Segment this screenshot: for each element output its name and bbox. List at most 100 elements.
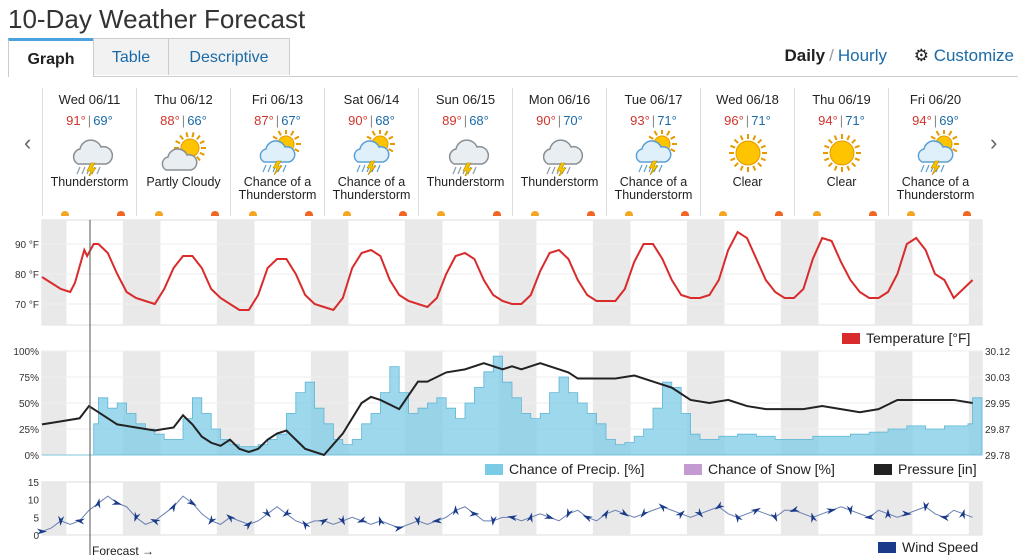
- precip-panel-night-band: [606, 351, 631, 455]
- temp-separator: |: [275, 113, 280, 128]
- temp-separator: |: [651, 113, 656, 128]
- temp-panel-night-band: [42, 220, 67, 325]
- temp-panel-night-band: [686, 220, 700, 325]
- wind-panel-night-band: [606, 482, 631, 535]
- temp-separator: |: [369, 113, 374, 128]
- sunset-icon: [399, 211, 407, 216]
- sunset-icon: [493, 211, 501, 216]
- legend-temperature-label: Temperature [°F]: [866, 330, 971, 346]
- temp-separator: |: [557, 113, 562, 128]
- wind-panel-night-band: [324, 482, 349, 535]
- chance-thunderstorm-icon: [889, 129, 982, 176]
- temp-panel-night-band: [498, 220, 512, 325]
- temp-panel-night-band: [700, 220, 725, 325]
- wind-line: [41, 495, 973, 532]
- day-card: Thu 06/12 88° | 66° Partly Cloudy: [136, 88, 230, 216]
- customize-label: Customize: [933, 46, 1014, 65]
- precip-panel-night-band: [324, 351, 349, 455]
- precip-tick-label: 50%: [19, 399, 39, 410]
- wind-panel-night-band: [592, 482, 606, 535]
- temp-tick-label: 70 °F: [15, 300, 39, 311]
- pressure-tick-label: 30.03: [985, 373, 1010, 384]
- partly-cloudy-icon: [137, 130, 230, 176]
- wind-arrow-icon: [826, 508, 837, 515]
- wind-arrow-icon: [789, 505, 800, 512]
- precip-panel-night-band: [136, 351, 161, 455]
- day-condition: Chance of a Thunderstorm: [614, 175, 693, 202]
- precip-panel-night-band: [794, 351, 819, 455]
- legend-wind-label: Wind Speed: [902, 539, 979, 555]
- wind-arrow-icon: [939, 515, 950, 522]
- wind-arrow-icon: [37, 528, 47, 535]
- wind-panel-night-band: [874, 482, 888, 535]
- sunset-icon: [211, 211, 219, 216]
- tab-descriptive[interactable]: Descriptive: [168, 38, 290, 75]
- wind-arrow-icon: [226, 514, 236, 523]
- sunset-icon: [869, 211, 877, 216]
- day-card: Wed 06/11 91° | 69° Thunderstorm: [42, 88, 136, 216]
- thunderstorm-icon: [43, 130, 136, 179]
- temp-panel-night-band: [794, 220, 819, 325]
- wind-arrow-icon: [507, 515, 518, 522]
- low-temp: 71°: [657, 113, 677, 128]
- temp-panel-night-band: [418, 220, 443, 325]
- hourly-link[interactable]: Hourly: [837, 46, 887, 65]
- day-card: Fri 06/13 87° | 67° Chance of a Thunderstorm: [230, 88, 324, 216]
- temp-panel-night-band: [230, 220, 255, 325]
- low-temp: 68°: [469, 113, 489, 128]
- pressure-tick-label: 29.87: [985, 425, 1010, 436]
- precip-panel-night-band: [498, 351, 512, 455]
- day-name: Fri 06/13: [251, 92, 304, 107]
- chance-thunderstorm-icon: [231, 129, 324, 176]
- wind-panel-night-band: [794, 482, 819, 535]
- wind-panel-night-band: [418, 482, 443, 535]
- legend-temperature: Temperature [°F]: [842, 330, 970, 346]
- wind-tick-label: 0: [33, 531, 39, 542]
- legend-precip: Chance of Precip. [%]: [485, 461, 644, 477]
- day-name: Fri 06/20: [909, 92, 962, 107]
- wind-arrow-icon: [770, 511, 778, 522]
- sunset-icon: [963, 211, 971, 216]
- day-name: Thu 06/19: [812, 92, 871, 107]
- legend-snow-label: Chance of Snow [%]: [708, 461, 835, 477]
- day-card: Sat 06/14 90° | 68° Chance of a Thunderstorm: [324, 88, 418, 216]
- day-condition: Chance of a Thunderstorm: [332, 175, 411, 202]
- wind-arrow-icon: [282, 508, 293, 517]
- wind-arrow-icon: [600, 509, 609, 520]
- day-name: Thu 06/12: [154, 92, 213, 107]
- wind-arrow-icon: [566, 508, 574, 519]
- day-temps: 89° | 68°: [419, 113, 512, 128]
- day-temps: 90° | 68°: [325, 113, 418, 128]
- pressure-tick-label: 29.95: [985, 399, 1010, 410]
- temp-panel-night-band: [136, 220, 161, 325]
- legend-snow: Chance of Snow [%]: [684, 461, 835, 477]
- day-temps: 94° | 71°: [795, 113, 888, 128]
- precip-panel-night-band: [404, 351, 418, 455]
- legend-pressure-label: Pressure [in]: [898, 461, 977, 477]
- day-card: Mon 06/16 90° | 70° Thunderstorm: [512, 88, 606, 216]
- wind-arrow-icon: [640, 508, 650, 518]
- wind-arrow-icon: [150, 518, 161, 526]
- day-temps: 91° | 69°: [43, 113, 136, 128]
- legend-swatch-wind: [878, 542, 896, 553]
- day-temps: 96° | 71°: [701, 113, 794, 128]
- sunrise-icon: [907, 211, 915, 216]
- chance-thunderstorm-icon: [607, 129, 700, 176]
- next-arrow-icon[interactable]: ›: [990, 130, 998, 155]
- wind-arrow-icon: [846, 504, 853, 516]
- prev-arrow-icon[interactable]: ‹: [24, 130, 32, 155]
- wind-arrow-icon: [134, 511, 141, 523]
- customize-button[interactable]: ⚙ Customize: [914, 46, 1014, 65]
- temp-panel-night-band: [592, 220, 606, 325]
- view-options: Daily / Hourly ⚙ Customize: [784, 46, 1014, 66]
- tab-table[interactable]: Table: [93, 38, 169, 75]
- daily-link[interactable]: Daily: [784, 46, 826, 65]
- wind-arrow-icon: [864, 513, 875, 520]
- precip-panel-night-band: [230, 351, 255, 455]
- tab-graph[interactable]: Graph: [8, 38, 94, 77]
- forecast-marker-label: Forecast →: [92, 544, 155, 558]
- wind-arrow-icon: [694, 508, 704, 518]
- sunset-icon: [775, 211, 783, 216]
- precip-panel-night-band: [122, 351, 136, 455]
- day-name: Mon 06/16: [528, 92, 591, 107]
